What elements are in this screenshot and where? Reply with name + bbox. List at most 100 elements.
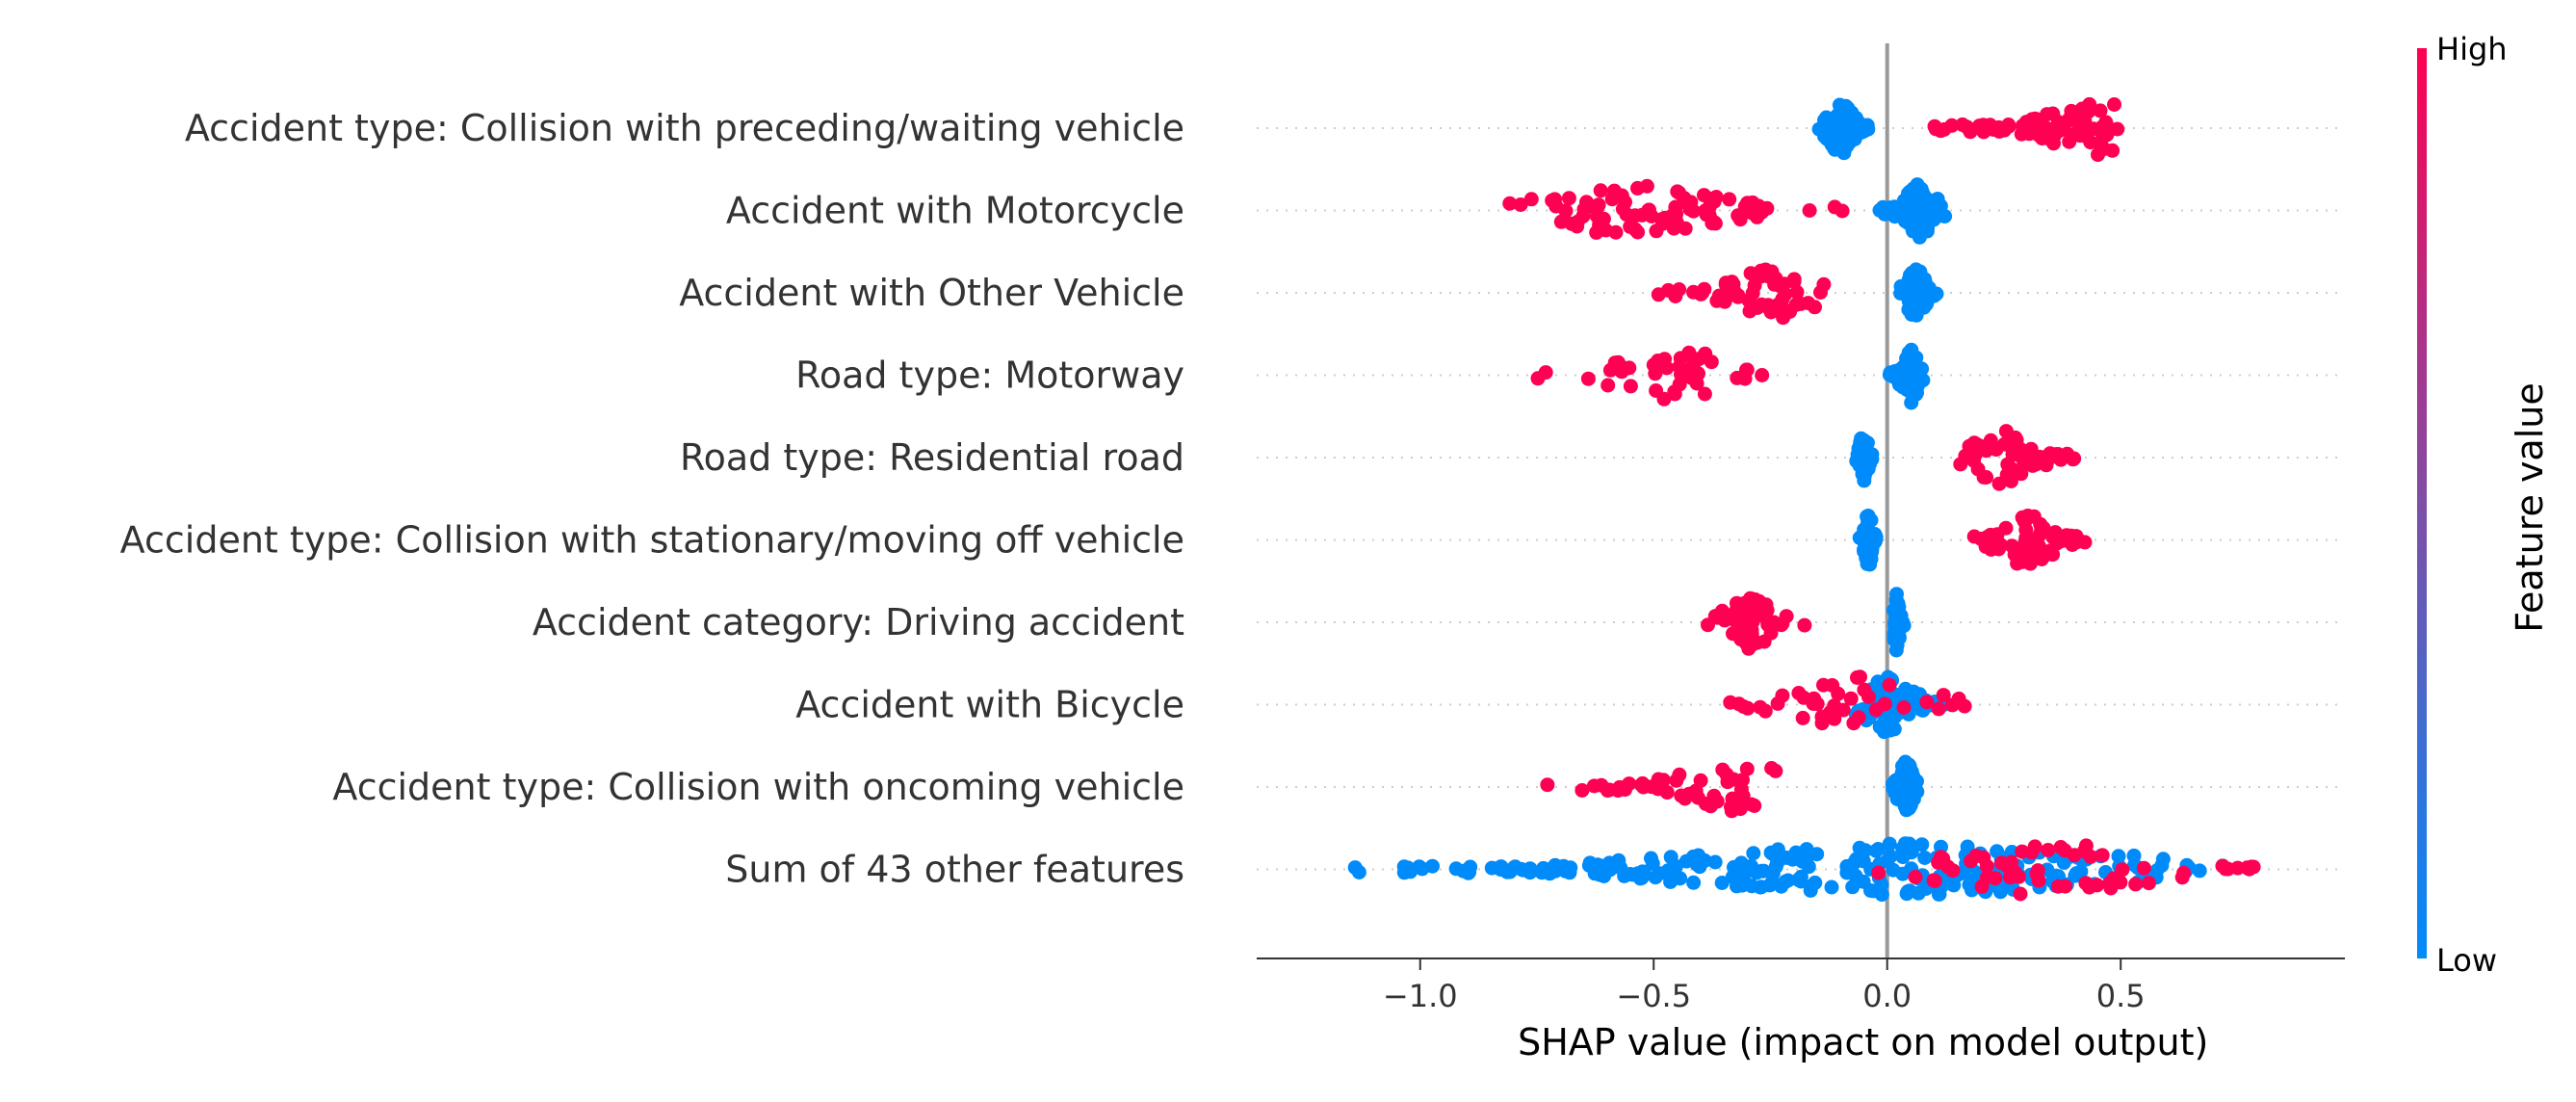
point-high-value [2106,871,2121,886]
point-low-value [1838,107,1854,122]
point-low-value [1461,865,1476,880]
point-high-value [2004,538,2019,554]
point-low-value [1583,857,1599,873]
point-high-value [2040,107,2055,122]
point-high-value [1928,121,1943,137]
point-low-value [1858,119,1873,135]
point-high-value [1502,196,1518,211]
point-high-value [1972,119,1988,135]
point-low-value [1685,849,1701,864]
point-high-value [1680,197,1696,212]
point-high-value [1630,224,1646,240]
point-high-value [1674,367,1688,382]
feature-label: Road type: Residential road [680,436,1184,479]
point-high-value [1908,870,1923,884]
point-high-value [1561,191,1576,206]
point-high-value [1593,183,1608,198]
point-high-value [2015,118,2030,134]
x-tick-label: −0.5 [1616,978,1691,1014]
point-high-value [1998,120,2014,135]
point-high-value [1936,688,1951,703]
point-high-value [2242,861,2257,877]
point-high-value [1754,297,1769,312]
point-high-value [1843,691,1859,706]
point-low-value [1916,223,1932,238]
point-high-value [1976,469,1991,485]
point-low-value [1781,873,1796,888]
point-high-value [2078,876,2094,891]
point-low-value [1914,361,1930,377]
point-high-value [1540,777,1555,793]
point-high-value [1614,364,1629,380]
point-low-value [1917,851,1933,865]
point-high-value [1966,453,1982,468]
point-low-value [1990,844,2005,859]
point-low-value [1882,836,1897,852]
point-high-value [1707,609,1723,624]
point-high-value [2086,121,2101,137]
point-low-value [1746,846,1761,861]
point-low-value [1819,131,1834,146]
point-high-value [1634,207,1650,223]
point-high-value [1574,783,1590,798]
point-low-value [1739,859,1755,875]
point-low-value [1920,206,1935,221]
point-high-value [1775,300,1789,315]
point-low-value [1714,876,1730,890]
point-high-value [1861,690,1876,704]
point-high-value [1964,853,1979,869]
x-tick-label: 0.5 [2096,978,2146,1014]
point-high-value [2083,135,2098,150]
x-axis-ticks: −1.0 −0.5 0.0 0.5 [1383,958,2146,1014]
point-high-value [1726,276,1741,292]
point-low-value [1858,843,1873,858]
point-low-value [1902,365,1917,380]
point-high-value [1960,119,1975,135]
point-high-value [1596,211,1611,226]
point-low-value [1891,377,1907,392]
point-high-value [1723,695,1738,710]
point-high-value [1755,204,1769,220]
point-high-value [1523,192,1539,207]
point-high-value [1764,761,1780,775]
point-high-value [1693,286,1708,302]
point-low-value [1876,715,1891,730]
point-high-value [1882,677,1897,693]
point-high-value [2078,838,2094,853]
point-high-value [2110,121,2125,137]
point-high-value [1726,626,1740,642]
point-high-value [2003,474,2018,488]
point-high-value [1698,797,1713,811]
point-low-value [1934,839,1948,854]
point-high-value [1670,216,1685,231]
point-low-value [1729,868,1744,883]
point-low-value [1858,466,1873,481]
point-high-value [2002,433,2017,449]
point-high-value [1772,277,1786,293]
point-high-value [2047,127,2063,143]
point-low-value [1866,883,1881,899]
point-low-value [1663,850,1678,865]
point-low-value [1893,205,1909,221]
point-high-value [2015,510,2030,525]
point-low-value [1763,845,1779,860]
point-high-value [1983,433,1998,448]
point-high-value [1740,196,1756,211]
point-high-value [1802,203,1817,218]
point-high-value [1548,198,1564,214]
point-low-value [1932,886,1947,902]
point-low-value [1835,134,1851,149]
point-low-value [1824,879,1839,895]
point-high-value [1651,781,1666,797]
x-tick-label: −1.0 [1383,978,1458,1014]
point-high-value [1795,710,1810,725]
point-low-value [1852,530,1867,545]
point-low-value [1845,879,1860,895]
point-high-value [2098,115,2114,130]
point-high-value [2034,552,2049,566]
point-low-value [1888,364,1904,380]
point-low-value [2073,864,2089,879]
point-low-value [2111,849,2126,864]
point-high-value [1877,696,1892,712]
point-low-value [1930,192,1945,206]
